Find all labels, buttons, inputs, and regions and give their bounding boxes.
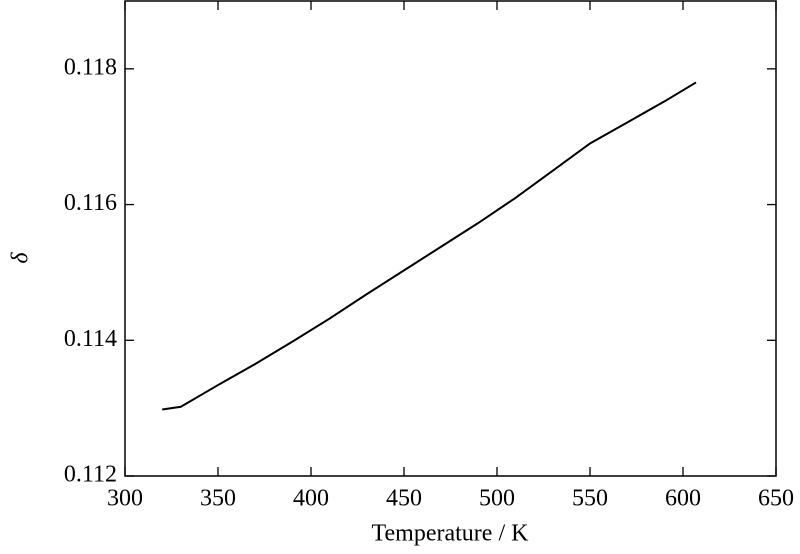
x-tick-label: 600 — [665, 486, 701, 512]
x-tick-label: 500 — [479, 486, 515, 512]
y-axis-label: δ — [8, 252, 34, 264]
x-axis-label: Temperature / K — [372, 521, 530, 547]
plot-frame — [124, 0, 777, 477]
x-tick-label: 300 — [107, 486, 143, 512]
y-tick-label: 0.114 — [64, 326, 117, 352]
y-tick-label: 0.112 — [64, 462, 117, 488]
data-line — [162, 81, 697, 411]
x-tick-label: 550 — [572, 486, 608, 512]
x-tick-label: 450 — [386, 486, 422, 512]
y-tick-label: 0.118 — [64, 54, 117, 80]
y-tick-label: 0.116 — [64, 190, 117, 216]
x-tick-label: 400 — [293, 486, 329, 512]
x-tick-label: 650 — [758, 486, 794, 512]
x-tick-label: 350 — [200, 486, 236, 512]
